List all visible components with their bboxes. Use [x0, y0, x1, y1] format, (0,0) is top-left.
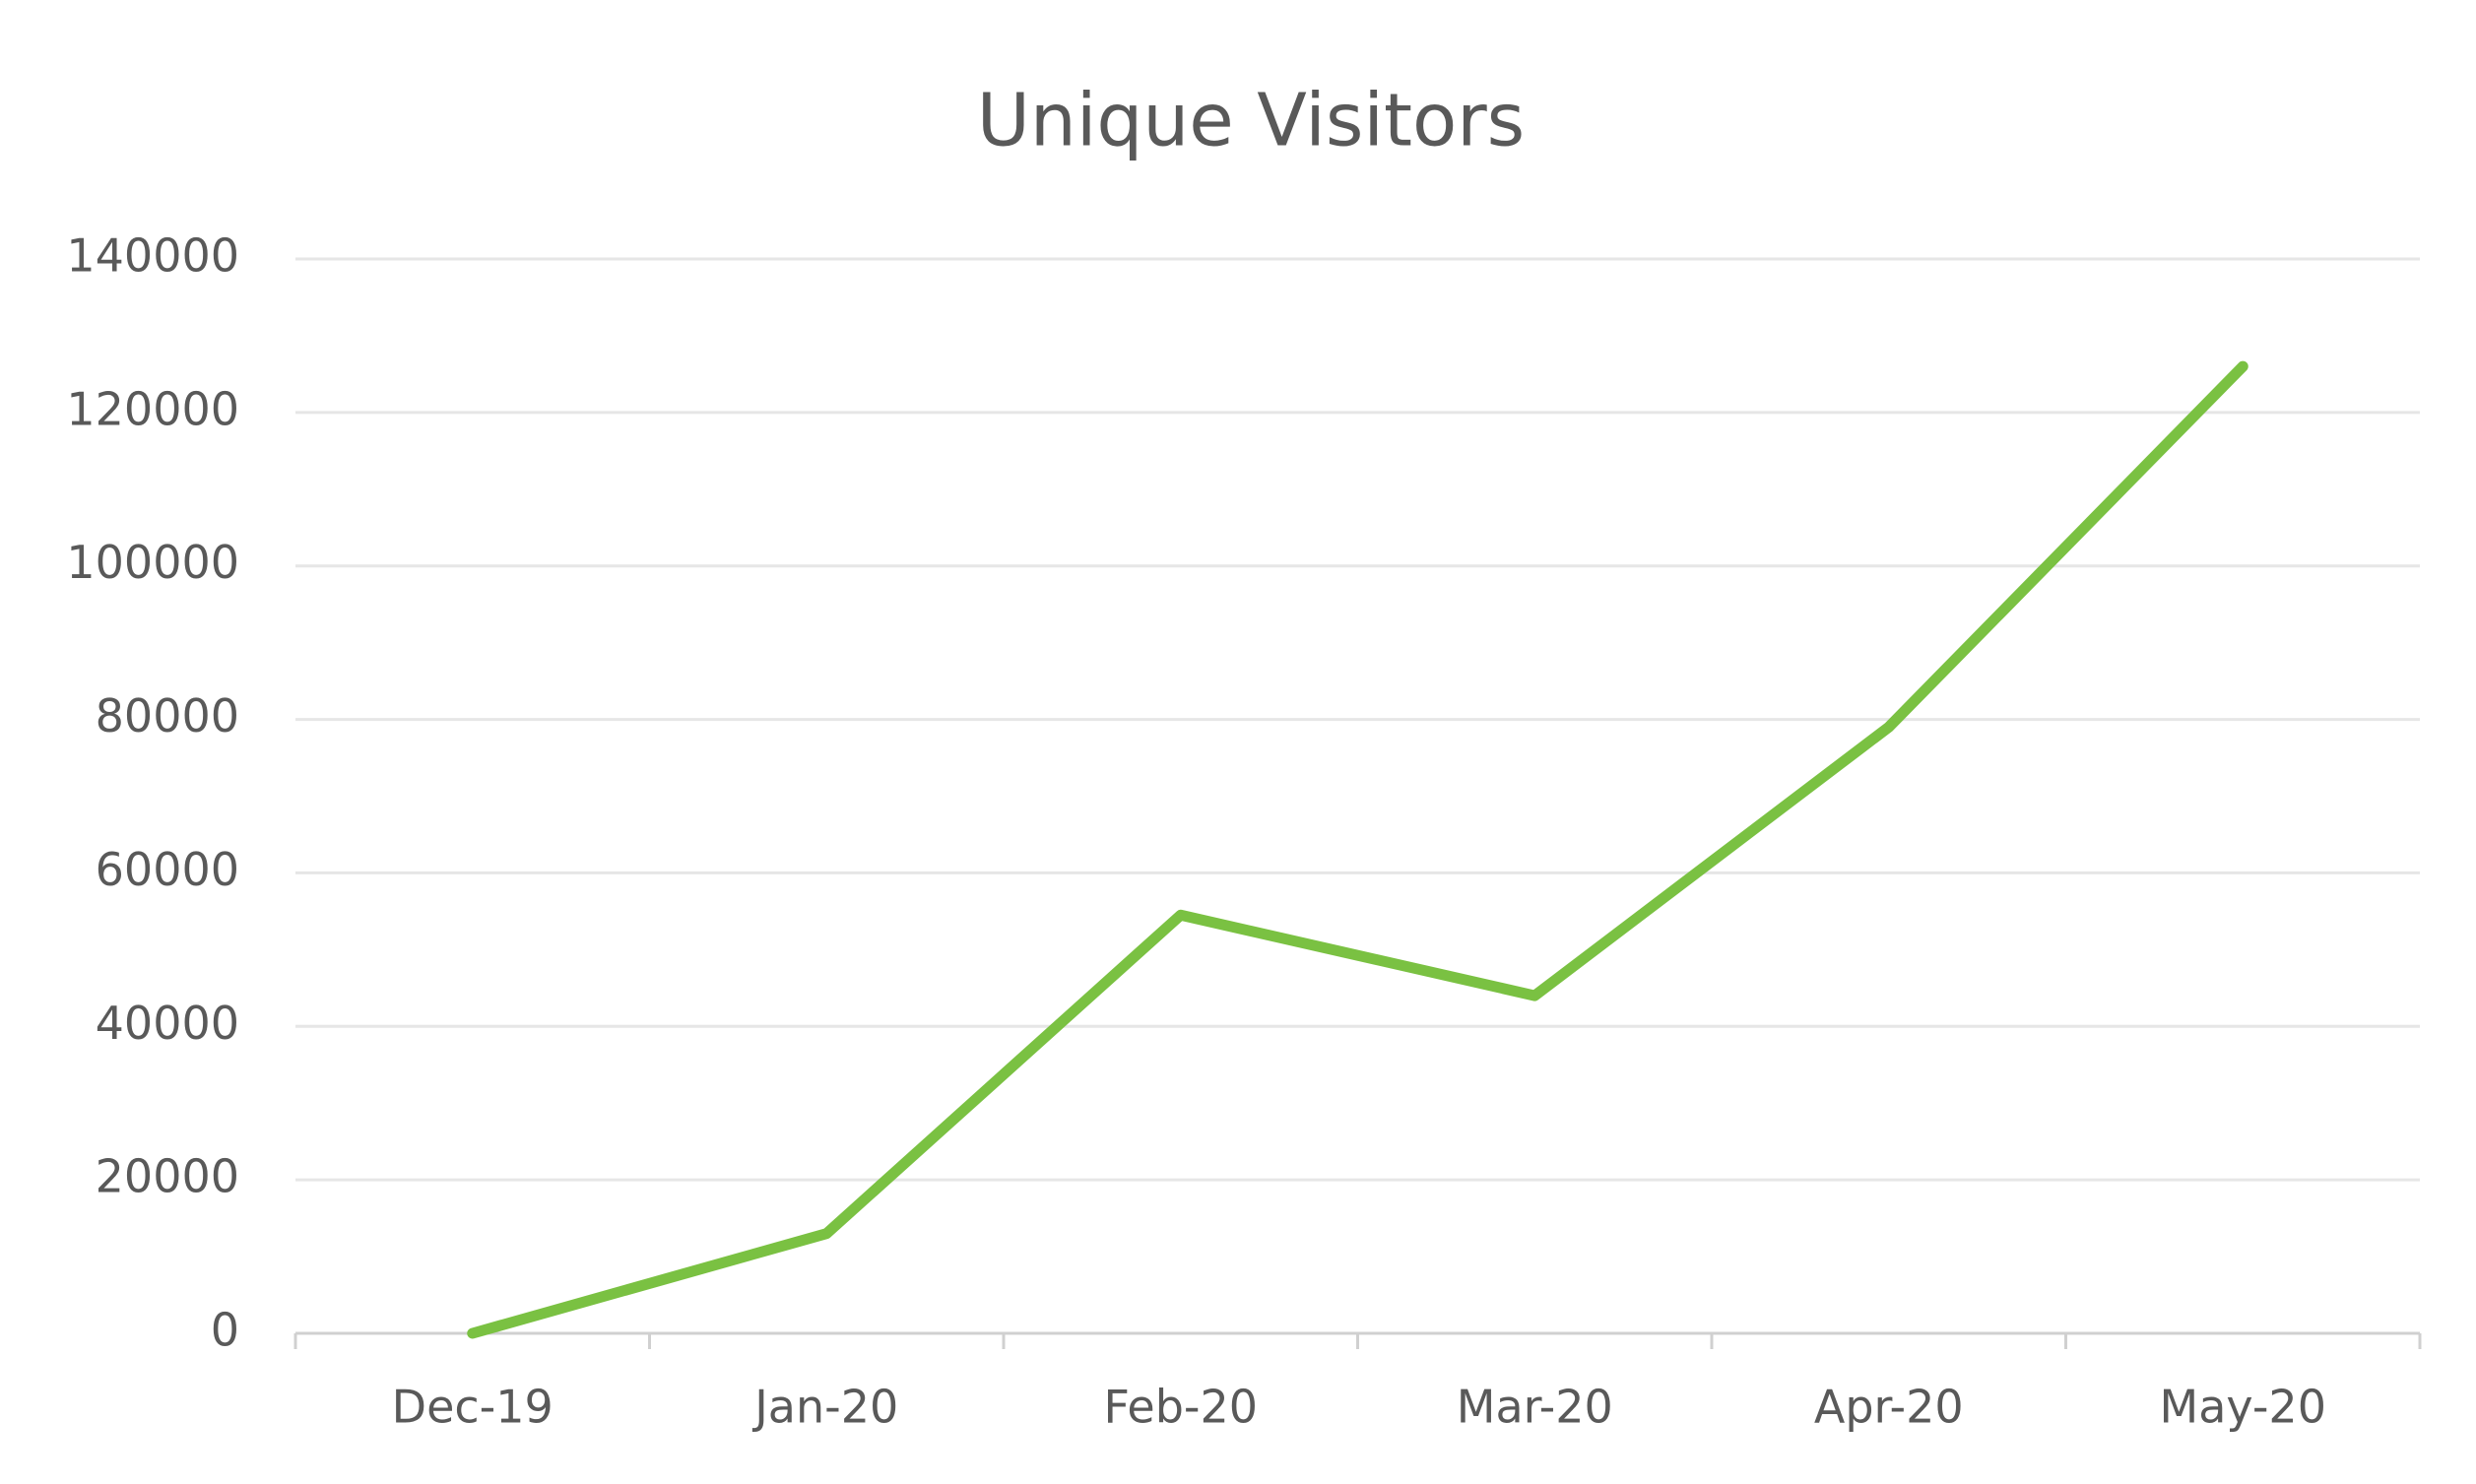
y-tick-label: 40000	[96, 997, 239, 1050]
x-tick-label: May-20	[2160, 1381, 2326, 1434]
y-tick-label: 140000	[66, 229, 239, 283]
y-tick-label: 80000	[96, 689, 239, 742]
x-tick-label: Mar-20	[1457, 1381, 1613, 1434]
y-tick-label: 20000	[96, 1150, 239, 1203]
x-tick-label: Apr-20	[1814, 1381, 1964, 1434]
y-tick-label: 0	[211, 1304, 239, 1357]
x-tick-label: Jan-20	[751, 1381, 898, 1434]
y-tick-label: 120000	[66, 382, 239, 435]
chart-title: Unique Visitors	[977, 79, 1525, 163]
x-tick-label: Dec-19	[392, 1381, 554, 1434]
y-tick-label: 100000	[66, 536, 239, 589]
y-tick-label: 60000	[96, 843, 239, 896]
data-line	[467, 360, 2248, 1339]
x-tick-label: Feb-20	[1103, 1381, 1258, 1434]
